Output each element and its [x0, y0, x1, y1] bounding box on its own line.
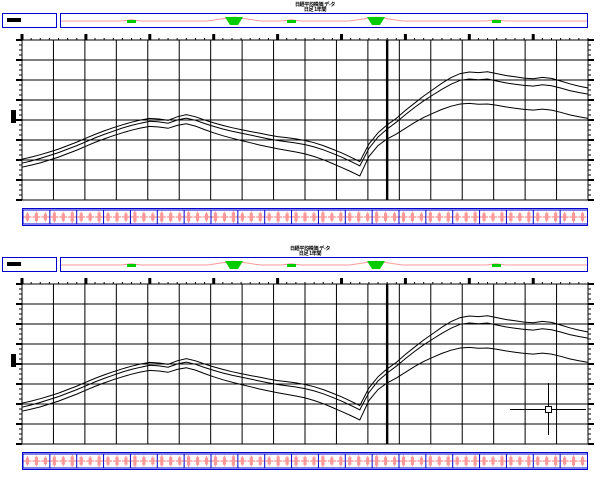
trend-ribbon-svg-2 — [61, 260, 587, 269]
chart-title-main: 日経平均株価 デ-タ — [289, 246, 331, 252]
price-grid-1[interactable] — [0, 28, 600, 206]
price-axis-marker-2 — [11, 354, 16, 367]
chart-title-1: 日経平均株価 デ-タ 日足 1年間 — [260, 3, 370, 13]
trend-ribbon-svg-1 — [61, 16, 587, 25]
oscillator-svg-2 — [23, 453, 587, 469]
trend-ribbon-1[interactable] — [60, 13, 588, 28]
price-axis-marker-1 — [11, 110, 16, 123]
strip-value-bar — [7, 18, 21, 22]
price-grid-svg-2 — [16, 278, 594, 445]
price-grid-2[interactable] — [0, 272, 600, 450]
chart-panel-2[interactable]: 日経平均株価 デ-タ 日足 1年間 — [0, 239, 600, 477]
chart-title-2: 日経平均株価 デ-タ 日足 1年間 — [255, 247, 365, 257]
trend-ribbon-2[interactable] — [60, 257, 588, 272]
strip-value-bar — [7, 262, 21, 266]
strip-value-box-1[interactable] — [2, 13, 57, 28]
strip-value-box-2[interactable] — [2, 257, 57, 272]
oscillator-svg-1 — [23, 209, 587, 225]
oscillator-panel-2[interactable] — [22, 452, 588, 470]
oscillator-panel-1[interactable] — [22, 208, 588, 226]
price-grid-svg-1 — [16, 34, 594, 201]
chart-title-main: 日経平均株価 デ-タ — [294, 2, 336, 8]
chart-panel-1[interactable]: 日経平均株価 デ-タ 日足 1年間 — [0, 0, 600, 238]
